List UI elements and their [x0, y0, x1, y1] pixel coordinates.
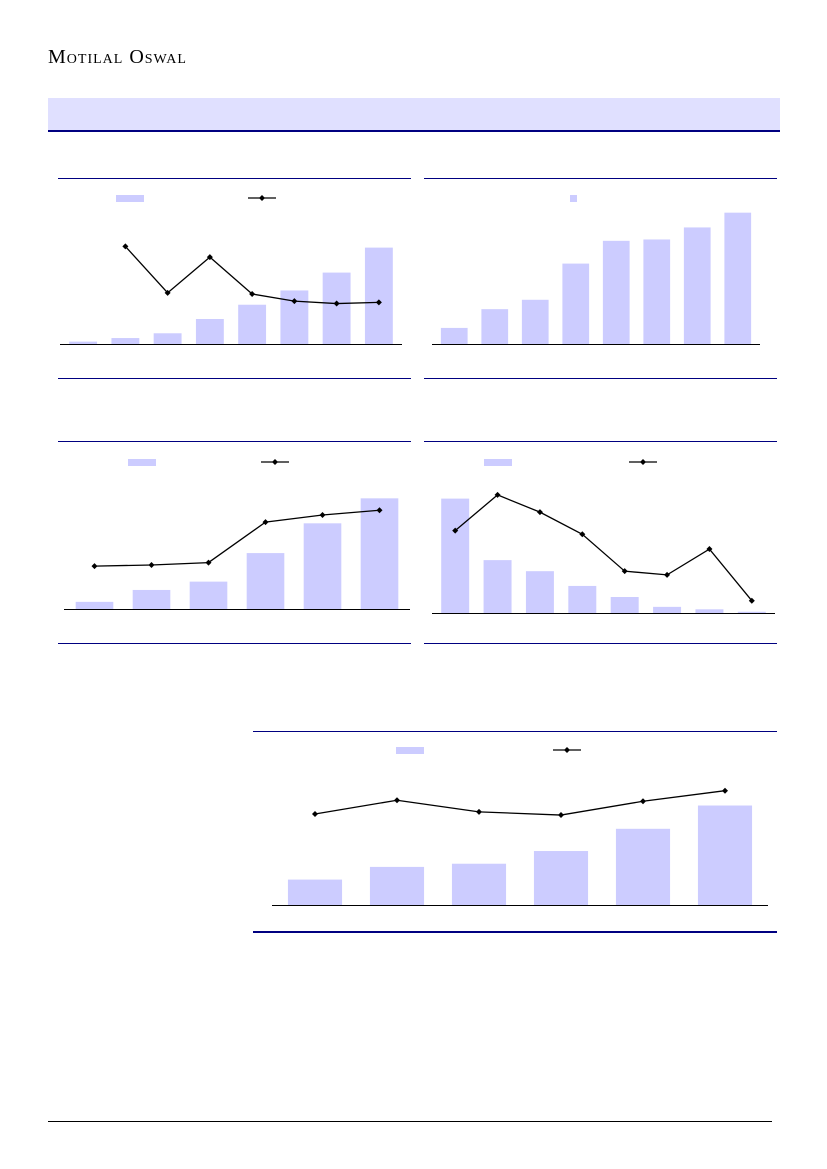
chart2-bottom-rule — [424, 378, 777, 379]
bar — [132, 589, 171, 609]
line-point — [206, 254, 213, 261]
line-point — [164, 289, 171, 296]
bar — [683, 227, 711, 344]
line-point — [375, 299, 382, 306]
chart-5 — [272, 747, 768, 906]
bar — [189, 581, 228, 609]
bar — [75, 601, 114, 609]
line-point — [376, 507, 383, 514]
bar — [153, 333, 182, 344]
bar — [653, 606, 682, 613]
line-point — [640, 798, 646, 805]
line-point — [333, 300, 340, 307]
bar — [533, 851, 589, 905]
bar — [602, 240, 630, 344]
bar — [562, 263, 590, 344]
bar — [451, 863, 507, 905]
series-line — [94, 509, 380, 567]
chart3-bottom-rule — [58, 643, 411, 644]
series-line — [454, 494, 753, 602]
bar — [724, 212, 752, 344]
bar — [568, 585, 597, 613]
bar — [643, 239, 671, 344]
line-point — [91, 563, 98, 570]
bar — [111, 338, 140, 344]
line-point — [558, 812, 564, 819]
section-banner — [48, 98, 780, 132]
line-point — [579, 531, 586, 538]
line-point — [312, 810, 318, 817]
chart-4 — [432, 459, 775, 614]
bar — [525, 571, 554, 613]
chart3-top-rule — [58, 441, 411, 442]
bar — [303, 523, 342, 609]
line-point — [536, 509, 543, 516]
chart5-bottom-rule — [253, 931, 777, 933]
chart-3 — [64, 459, 410, 610]
line-point — [262, 519, 269, 526]
bar — [238, 304, 267, 344]
bar — [697, 805, 753, 905]
chart4-top-rule — [424, 441, 777, 442]
line-point — [621, 568, 628, 575]
bar — [441, 498, 470, 613]
bar — [615, 828, 671, 905]
bar — [369, 866, 425, 905]
line-point — [748, 597, 755, 604]
brand-logo-text: Motilal Oswal — [48, 46, 187, 68]
footer-rule — [48, 1121, 772, 1122]
line-point — [476, 808, 482, 815]
bar — [246, 553, 285, 609]
bar — [360, 498, 399, 609]
bar — [440, 327, 468, 344]
line-point — [122, 243, 129, 250]
legend-line-marker — [259, 195, 265, 201]
chart1-bottom-rule — [58, 378, 411, 379]
legend-bar-swatch — [128, 459, 156, 466]
chart2-top-rule — [424, 178, 777, 179]
bar — [69, 341, 98, 344]
line-point — [706, 546, 713, 553]
bar — [364, 247, 393, 344]
bar — [195, 319, 224, 344]
line-point — [722, 787, 728, 794]
bar — [287, 879, 343, 905]
chart-2 — [432, 195, 760, 345]
bar — [521, 299, 549, 344]
line-point — [291, 298, 298, 305]
line-point — [205, 559, 212, 566]
line-point — [148, 561, 155, 568]
bar — [322, 272, 351, 344]
chart-1 — [60, 195, 402, 345]
line-point — [452, 527, 459, 534]
legend-bar-swatch — [116, 195, 144, 202]
line-point — [394, 797, 400, 804]
legend-bar-swatch — [570, 195, 577, 202]
legend-line-marker — [272, 459, 278, 465]
bar — [737, 611, 766, 613]
bar — [481, 309, 509, 344]
line-point — [664, 571, 671, 578]
legend-line-marker — [564, 747, 570, 753]
bar — [695, 609, 724, 613]
series-line — [314, 790, 726, 816]
bar — [610, 597, 639, 613]
chart4-bottom-rule — [424, 643, 777, 644]
bar — [483, 560, 512, 613]
chart1-top-rule — [58, 178, 411, 179]
line-point — [249, 291, 256, 298]
line-point — [319, 511, 326, 518]
legend-line-marker — [640, 459, 646, 465]
line-point — [494, 491, 501, 498]
chart5-top-rule — [253, 731, 777, 732]
legend-bar-swatch — [396, 747, 424, 754]
legend-bar-swatch — [484, 459, 512, 466]
